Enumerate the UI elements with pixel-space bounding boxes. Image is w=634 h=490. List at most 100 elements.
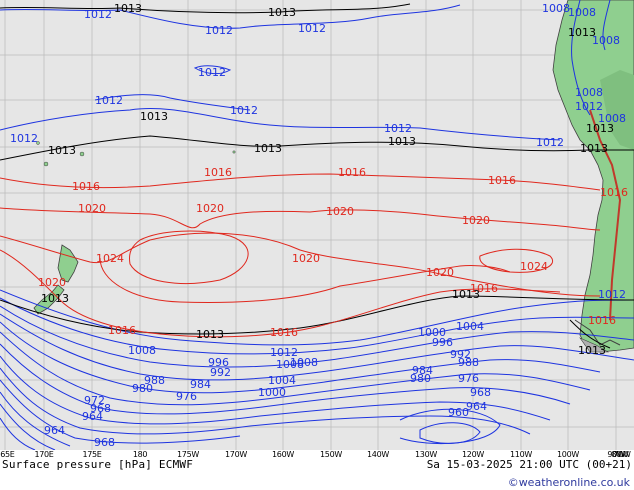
- isobar-label: 1012: [205, 24, 233, 37]
- longitude-label: 130W: [415, 450, 437, 459]
- isobar-label: 1012: [298, 22, 326, 35]
- isobar-label: 996: [208, 356, 229, 369]
- footer-bar: 165E 170E 175E 180 175W 170W 160W 150W 140W 130W 1…: [0, 450, 634, 490]
- isobar-label: 1013: [452, 288, 480, 301]
- isobar-label: 1012: [84, 8, 112, 21]
- source-credit[interactable]: ©weatheronline.co.uk: [507, 476, 630, 489]
- isobar-label: 1000: [418, 326, 446, 339]
- isobar-label: 1013: [196, 328, 224, 341]
- isobar-label: 976: [458, 372, 479, 385]
- map-title: Surface pressure [hPa] ECMWF: [2, 458, 194, 471]
- longitude-label: 150W: [320, 450, 342, 459]
- isobar-label: 992: [450, 348, 471, 361]
- isobar-label: 1012: [95, 94, 123, 107]
- isobar-label: 1004: [456, 320, 484, 333]
- lat-lon-grid: [0, 0, 634, 450]
- isobar-label: 1020: [38, 276, 66, 289]
- isobar-label: 1016: [204, 166, 232, 179]
- isobar-label: 1013: [586, 122, 614, 135]
- isobar-label: 1008: [276, 358, 304, 371]
- isobar-label: 980: [410, 372, 431, 385]
- longitude-label: 170E: [34, 450, 54, 459]
- isobar-label: 1012: [198, 66, 226, 79]
- isobars-low: [0, 0, 634, 450]
- isobar-label: 1016: [338, 166, 366, 179]
- longitude-label: 165E: [0, 450, 15, 459]
- isobar-label: 1024: [520, 260, 548, 273]
- isobar-label: 1012: [384, 122, 412, 135]
- isobar-label: 1024: [96, 252, 124, 265]
- isobar-label: 964: [82, 410, 103, 423]
- isobars-high: [0, 173, 601, 338]
- isobar-label: 1016: [588, 314, 616, 327]
- isobar-label: 1013: [268, 6, 296, 19]
- longitude-label: 100W: [557, 450, 579, 459]
- isobar-label: 992: [210, 366, 231, 379]
- isobar-label: 1012: [270, 346, 298, 359]
- isobar-label: 984: [412, 364, 433, 377]
- longitude-label: 175E: [82, 450, 102, 459]
- isobar-label: 1013: [41, 292, 69, 305]
- isobar-label: 1020: [78, 202, 106, 215]
- isobar-label: 1012: [230, 104, 258, 117]
- isobar-label: 968: [90, 402, 111, 415]
- isobar-label: 960: [448, 406, 469, 419]
- isobar-label: 968: [94, 436, 115, 449]
- isobar-label: 1020: [292, 252, 320, 265]
- isobar-label: 988: [144, 374, 165, 387]
- isobar-label: 964: [466, 400, 487, 413]
- isobar-label: 1013: [568, 26, 596, 39]
- isobar-label: 1013: [254, 142, 282, 155]
- isobar-label: 1016: [108, 324, 136, 337]
- isobar-label: 972: [84, 394, 105, 407]
- longitude-label: 140W: [367, 450, 389, 459]
- longitude-label: 180: [132, 450, 148, 459]
- isobar-label: 1008: [542, 2, 570, 15]
- longitude-label: 70W: [613, 450, 631, 459]
- isobar-label: 1013: [140, 110, 168, 123]
- isobar-label: 1013: [388, 135, 416, 148]
- isobar-label: 1020: [326, 205, 354, 218]
- isobar-label: 980: [132, 382, 153, 395]
- isobar-label: 1016: [488, 174, 516, 187]
- valid-datetime: Sa 15-03-2025 21:00 UTC (00+21): [426, 458, 632, 471]
- isobar-label: 996: [432, 336, 453, 349]
- isobar-label: 1016: [270, 326, 298, 339]
- isobar-label: 1008: [592, 34, 620, 47]
- isobar-label: 1008: [568, 6, 596, 19]
- isobar-label: 1016: [72, 180, 100, 193]
- isobar-label: 984: [190, 378, 211, 391]
- isobar-label: 1020: [426, 266, 454, 279]
- longitude-label: 80W: [611, 450, 629, 459]
- isobar-label: 1008: [290, 356, 318, 369]
- longitude-label: 160W: [272, 450, 294, 459]
- isobar-label: 1016: [600, 186, 628, 199]
- longitude-label: 120W: [462, 450, 484, 459]
- isobar-label: 1008: [128, 344, 156, 357]
- isobar-label: 1012: [598, 288, 626, 301]
- isobar-label: 968: [470, 386, 491, 399]
- isobar-label: 1013: [114, 2, 142, 15]
- pacific-islands: [36, 141, 236, 167]
- isobar-label: 1012: [575, 100, 603, 113]
- isobar-label: 1008: [575, 86, 603, 99]
- isobar-label: 1012: [10, 132, 38, 145]
- isobar-label: 976: [176, 390, 197, 403]
- isobar-label: 1020: [196, 202, 224, 215]
- isobar-label: 1008: [598, 112, 626, 125]
- isobars-standard: [0, 3, 634, 349]
- pressure-map: 1012 1013 1013 1012 1012 1008 1008 1013 1008 1012…: [0, 0, 634, 450]
- land-south-america: [552, 0, 634, 353]
- isobar-label: 1013: [580, 142, 608, 155]
- isobar-label: 988: [458, 356, 479, 369]
- isobar-label: 1013: [48, 144, 76, 157]
- isobar-label: 1016: [470, 282, 498, 295]
- isobar-label: 1000: [258, 386, 286, 399]
- longitude-label: 175W: [177, 450, 199, 459]
- isobar-label: 964: [44, 424, 65, 437]
- isobar-label: 1004: [268, 374, 296, 387]
- longitude-label: 170W: [225, 450, 247, 459]
- isobar-label: 1020: [462, 214, 490, 227]
